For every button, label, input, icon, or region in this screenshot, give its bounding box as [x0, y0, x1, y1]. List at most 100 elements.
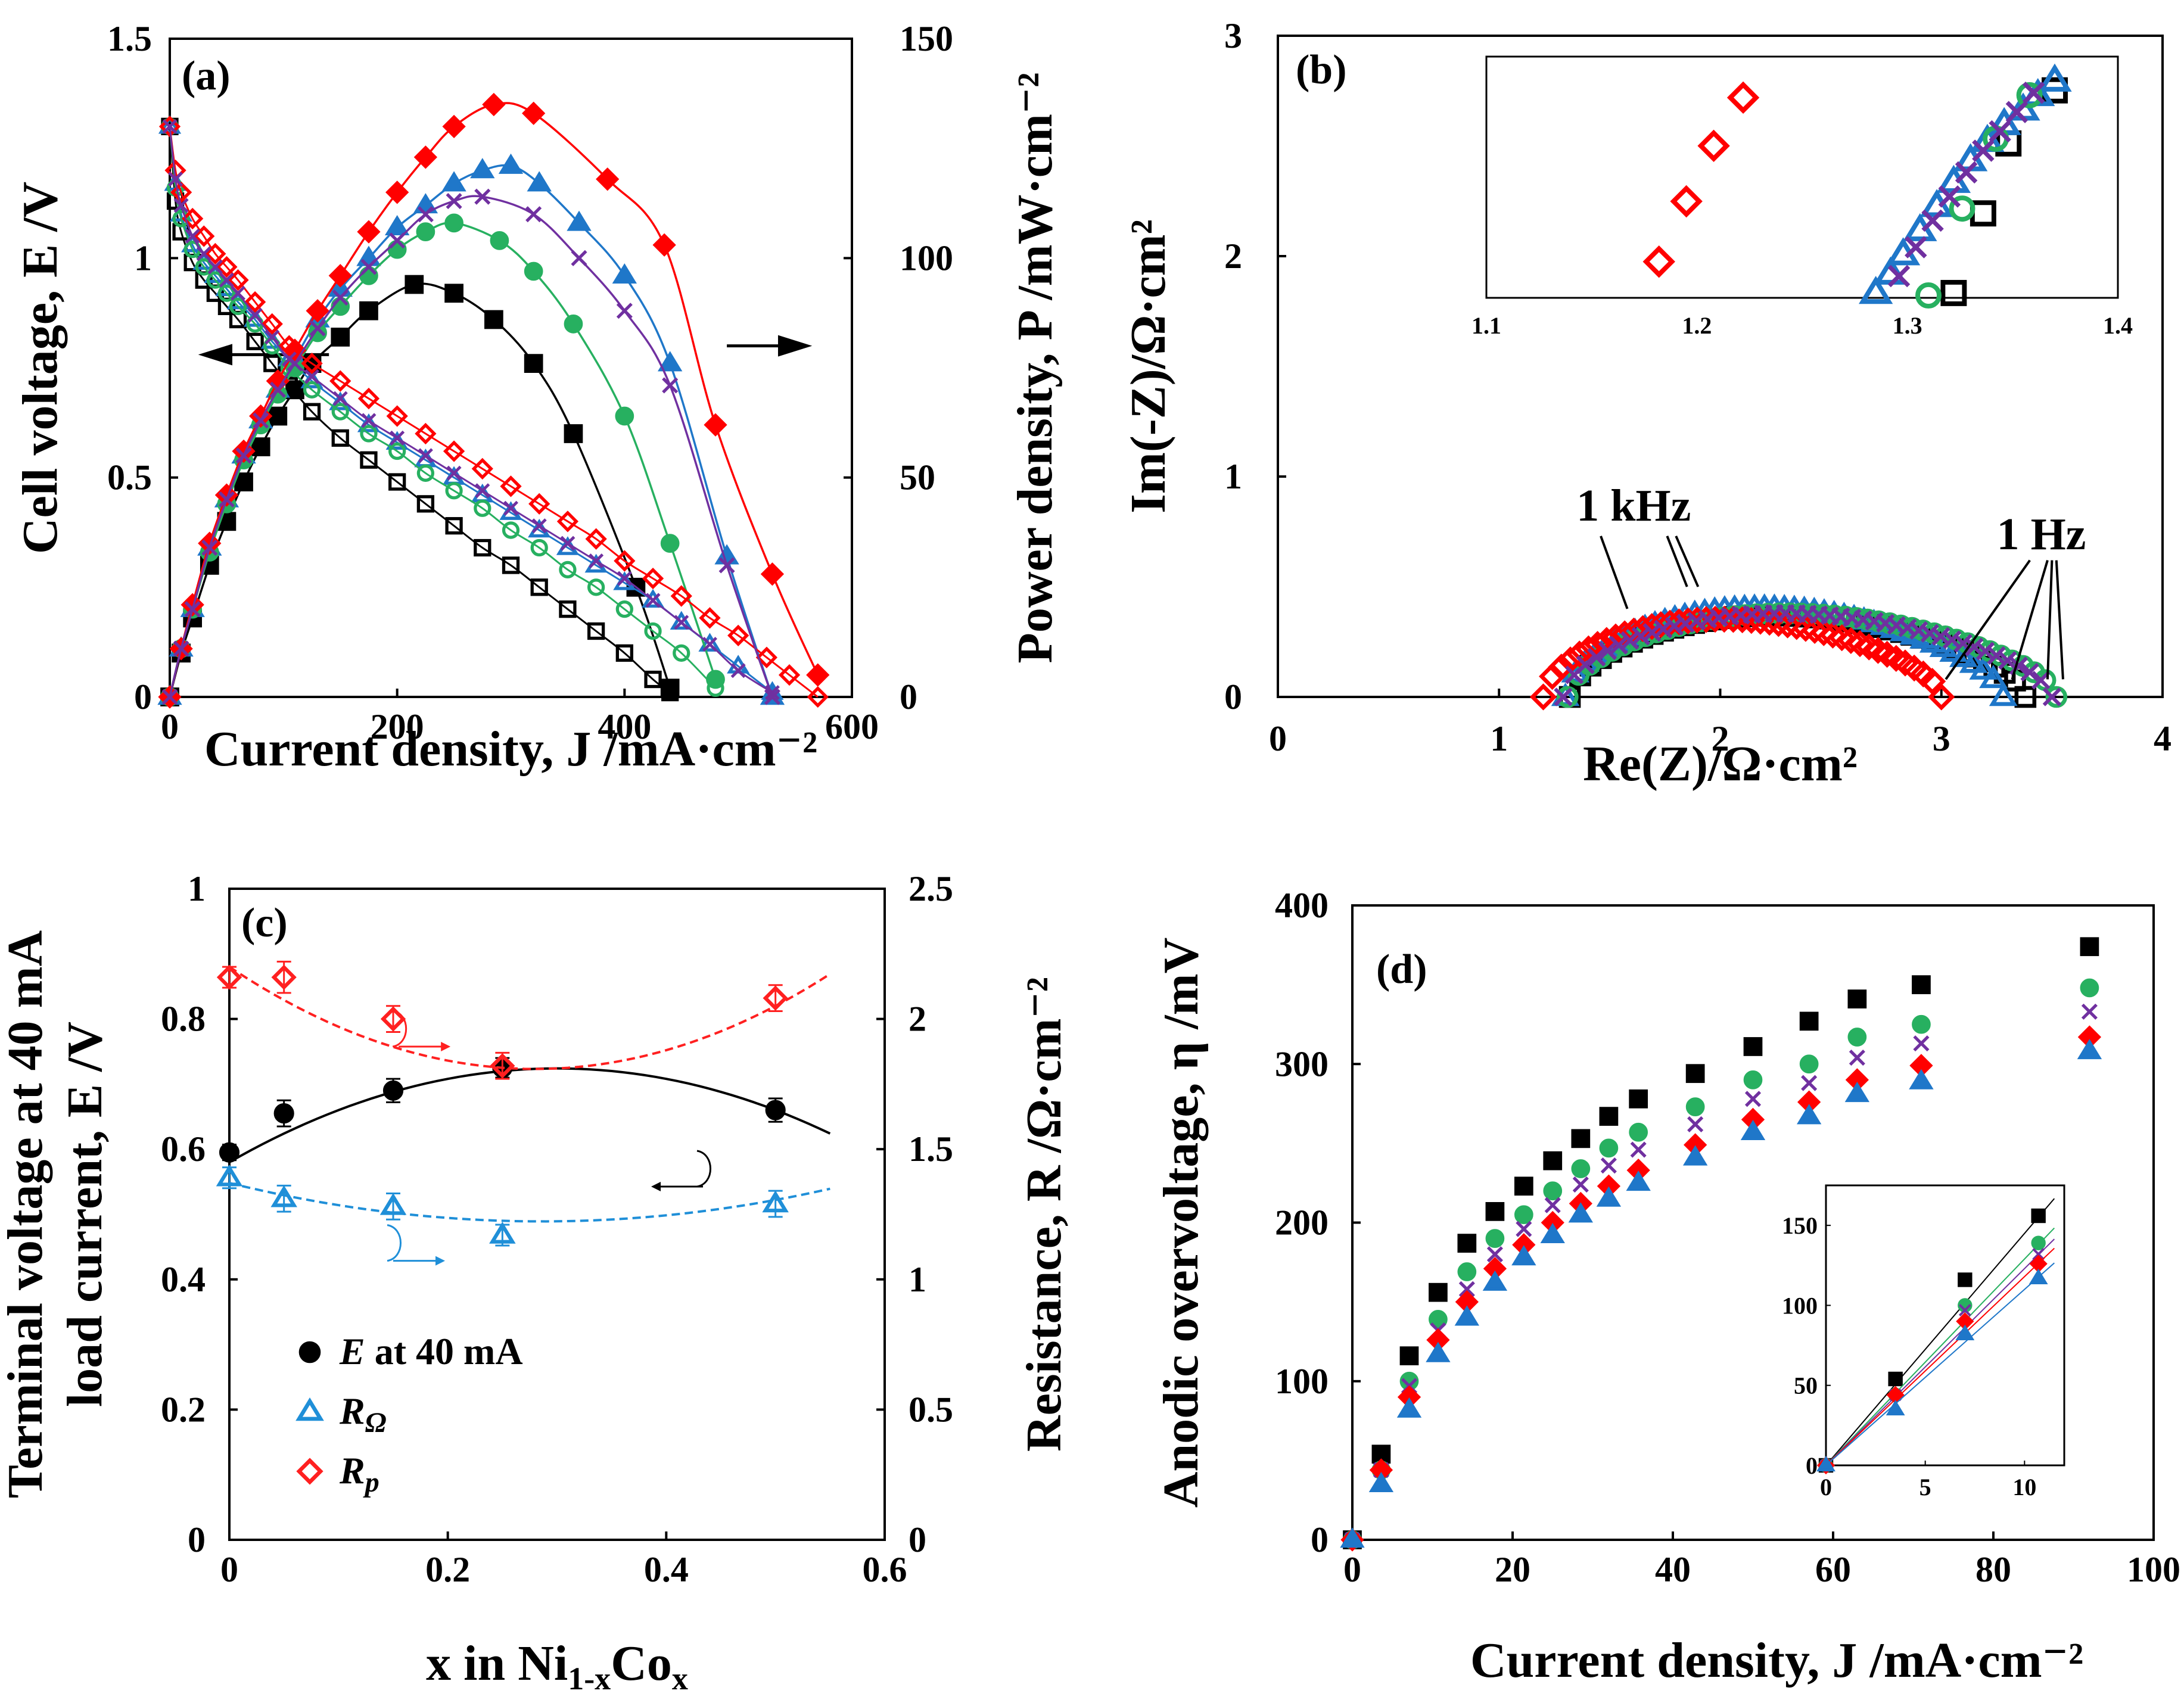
panel-b-ytick-label: 2 — [1224, 236, 1242, 276]
nyquist-point — [2020, 662, 2039, 682]
overvoltage-point — [1687, 1116, 1704, 1132]
rohm-axis-indicator — [387, 1224, 445, 1266]
panel-c-series — [216, 960, 831, 1080]
annotation-1hz: 1 Hz — [1997, 509, 2086, 559]
panel-a: 0 200 400 600 0 0.5 1 1.5 0 50 100 150 (a) Current de… — [13, 19, 1063, 777]
linear-fit — [1825, 1227, 2055, 1466]
inset-frame — [1485, 55, 2119, 299]
voltage-point — [196, 246, 211, 261]
voltage-point — [304, 369, 320, 384]
annotation-1khz: 1 kHz — [1576, 481, 1691, 531]
legend-marker — [296, 1458, 323, 1485]
inset-point — [1938, 185, 1961, 208]
data-point — [216, 964, 242, 990]
voltage-point — [204, 242, 226, 265]
voltage-point — [416, 464, 435, 482]
overvoltage-point — [1626, 1170, 1651, 1191]
power-point — [470, 158, 495, 179]
voltage-point — [162, 119, 178, 134]
voltage-point — [172, 210, 190, 228]
overvoltage-point — [1340, 1527, 1365, 1548]
voltage-curve — [169, 126, 717, 689]
panel-b-inset: 1.1 1.2 1.3 1.4 — [1471, 55, 2133, 339]
panel-d-label: (d) — [1376, 947, 1427, 992]
power-point — [662, 377, 679, 394]
voltage-point — [528, 493, 550, 515]
voltage-point — [329, 370, 351, 392]
voltage-point — [229, 297, 247, 316]
nyquist-point — [1783, 613, 1810, 640]
voltage-point — [386, 405, 408, 427]
overvoltage-point — [1909, 1069, 1934, 1089]
voltage-point — [185, 229, 200, 244]
power-point — [760, 562, 785, 586]
power-point — [416, 222, 435, 241]
overvoltage-point — [1682, 1145, 1708, 1166]
overvoltage-point — [1599, 1138, 1619, 1158]
voltage-point — [807, 686, 829, 708]
fit-curve — [228, 966, 831, 1070]
nyquist-point — [2031, 671, 2051, 690]
voltage-point — [231, 285, 245, 301]
power-point — [524, 261, 543, 281]
panel-c-right-ytick-label: 0.5 — [909, 1390, 953, 1429]
panel-c-xlabel-part: Co — [611, 1636, 672, 1691]
power-point — [385, 180, 409, 204]
data-point — [380, 1006, 406, 1032]
voltage-point — [531, 518, 547, 534]
voltage-point — [471, 457, 493, 480]
overvoltage-point — [2080, 937, 2099, 957]
panel-b-xtick-label: 2 — [1712, 719, 1729, 758]
voltage-point — [446, 465, 462, 481]
overvoltage-point — [1485, 1202, 1505, 1221]
panel-c-right-ytick-label: 1 — [909, 1260, 926, 1299]
nyquist-point — [1959, 649, 1988, 673]
nyquist-point — [1989, 682, 2018, 706]
nyquist-point — [1939, 638, 1968, 662]
nyquist-point — [1631, 627, 1651, 646]
overvoltage-point — [1629, 1089, 1648, 1109]
voltage-point — [644, 670, 662, 689]
power-point — [308, 323, 327, 343]
voltage-point — [645, 593, 661, 608]
overvoltage-point — [2077, 1039, 2102, 1060]
voltage-point — [530, 538, 548, 557]
nyquist-point — [1928, 683, 1955, 711]
inset-point — [2005, 101, 2029, 123]
power-point — [652, 233, 676, 257]
legend-subscript: p — [363, 1467, 379, 1498]
nyquist-point — [1576, 655, 1595, 674]
inset-xtick-label: 10 — [2012, 1474, 2036, 1500]
power-point — [564, 424, 583, 443]
overvoltage-point — [1516, 1221, 1532, 1237]
panel-c-left-ytick-label: 0.8 — [161, 1000, 206, 1039]
overvoltage-point — [1599, 1107, 1619, 1126]
voltage-axis-arrowhead — [198, 344, 232, 366]
overvoltage-point — [1486, 1246, 1503, 1263]
inset-xtick-label: 1.3 — [1893, 312, 1922, 339]
voltage-point — [415, 422, 437, 445]
panel-b-xtick-label: 1 — [1490, 719, 1508, 758]
data-point — [765, 1100, 786, 1120]
inset-point — [1958, 1304, 1971, 1316]
voltage-axis-indicator — [651, 1150, 711, 1191]
power-point — [360, 259, 377, 275]
arrow-head — [441, 1041, 451, 1051]
nyquist-point — [1920, 624, 1939, 643]
panel-a-xlabel: Current density, J /mA·cm⁻² — [204, 721, 817, 777]
voltage-point — [642, 567, 664, 590]
nyquist-point — [1554, 687, 1573, 706]
power-point — [235, 447, 252, 464]
overvoltage-point — [1799, 1054, 1819, 1074]
power-point — [474, 188, 491, 205]
power-point — [161, 689, 178, 705]
voltage-point — [206, 271, 224, 289]
voltage-point — [244, 291, 266, 313]
voltage-point — [587, 622, 605, 640]
nyquist-point — [1949, 643, 1978, 667]
voltage-point — [559, 561, 577, 579]
panel-c-ylabel-left-2: load current, E /V — [57, 1022, 113, 1407]
power-point — [332, 289, 349, 306]
panel-a-label: (a) — [182, 53, 231, 99]
